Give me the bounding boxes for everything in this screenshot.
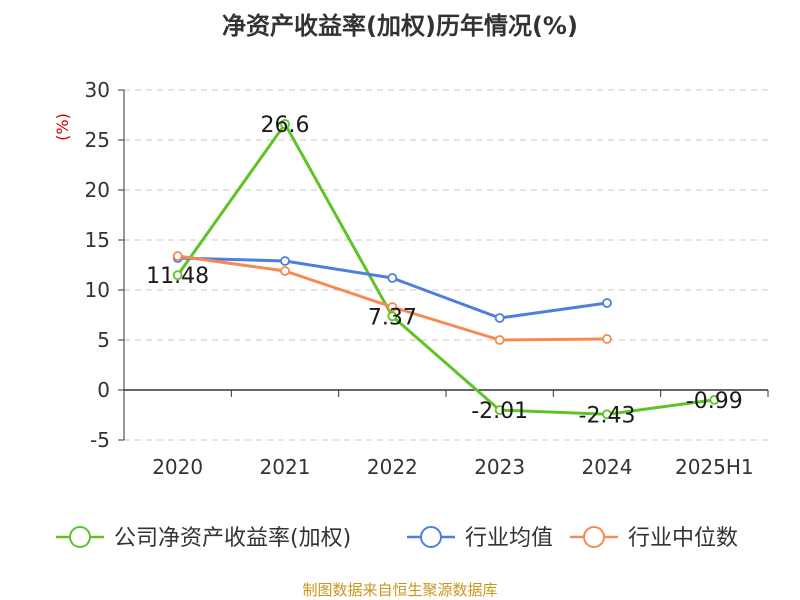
legend-marker (583, 526, 605, 548)
legend-marker (69, 526, 91, 548)
legend-marker (420, 526, 442, 548)
data-point (494, 335, 505, 345)
x-tick-label: 2020 (152, 455, 203, 479)
y-tick-label: 5 (97, 328, 110, 352)
data-point (387, 273, 398, 283)
x-tick-label: 2023 (474, 455, 525, 479)
data-label: 26.6 (261, 113, 310, 138)
data-point (280, 266, 290, 276)
data-point (172, 270, 183, 281)
source-note: 制图数据来自恒生聚源数据库 (302, 581, 497, 599)
data-label: -0.99 (686, 389, 743, 414)
legend-label: 行业均值 (465, 526, 553, 551)
y-tick-label: 0 (97, 378, 110, 402)
gridlines (124, 89, 768, 441)
data-point (280, 119, 290, 129)
data-point (602, 298, 612, 308)
x-tick-label: 2024 (582, 455, 633, 479)
y-tick-label: 25 (85, 128, 110, 152)
x-tick-label: 2022 (367, 455, 418, 479)
y-tick-label: 15 (85, 228, 110, 252)
data-label: -2.43 (579, 403, 636, 428)
y-tick-label: 30 (85, 78, 110, 102)
x-tick-label: 2021 (260, 455, 311, 479)
data-point (709, 394, 720, 405)
chart-title: 净资产收益率(加权)历年情况(%) (222, 12, 578, 40)
y-tick-label: 20 (85, 178, 110, 202)
axes: 30 25 20 15 10 5 0 -5 2020 2021 2022 2023 2024 2025H1 (85, 78, 769, 479)
data-point (602, 334, 612, 344)
x-tick-label: 2025H1 (675, 455, 754, 479)
data-point (602, 409, 612, 420)
data-point (387, 311, 398, 322)
y-axis-unit-label: (%) (53, 113, 72, 141)
data-point (280, 256, 290, 266)
series-line (176, 122, 715, 416)
legend-label: 行业中位数 (628, 526, 738, 551)
y-tick-label: 10 (85, 278, 110, 302)
y-tick-label: -5 (90, 428, 110, 452)
legend: 公司净资产收益率(加权) 行业均值 行业中位数 (56, 526, 738, 551)
data-labels: 11.48 26.6 7.37 -2.01 -2.43 -0.99 (146, 113, 743, 428)
legend-label: 公司净资产收益率(加权) (114, 526, 351, 551)
series-lines (172, 119, 720, 420)
data-label: 7.37 (368, 305, 417, 330)
data-label: 11.48 (146, 264, 209, 289)
data-point (387, 302, 398, 312)
data-point (494, 313, 505, 323)
data-point (172, 251, 183, 261)
data-label: -2.01 (471, 399, 528, 424)
data-point (494, 405, 505, 416)
